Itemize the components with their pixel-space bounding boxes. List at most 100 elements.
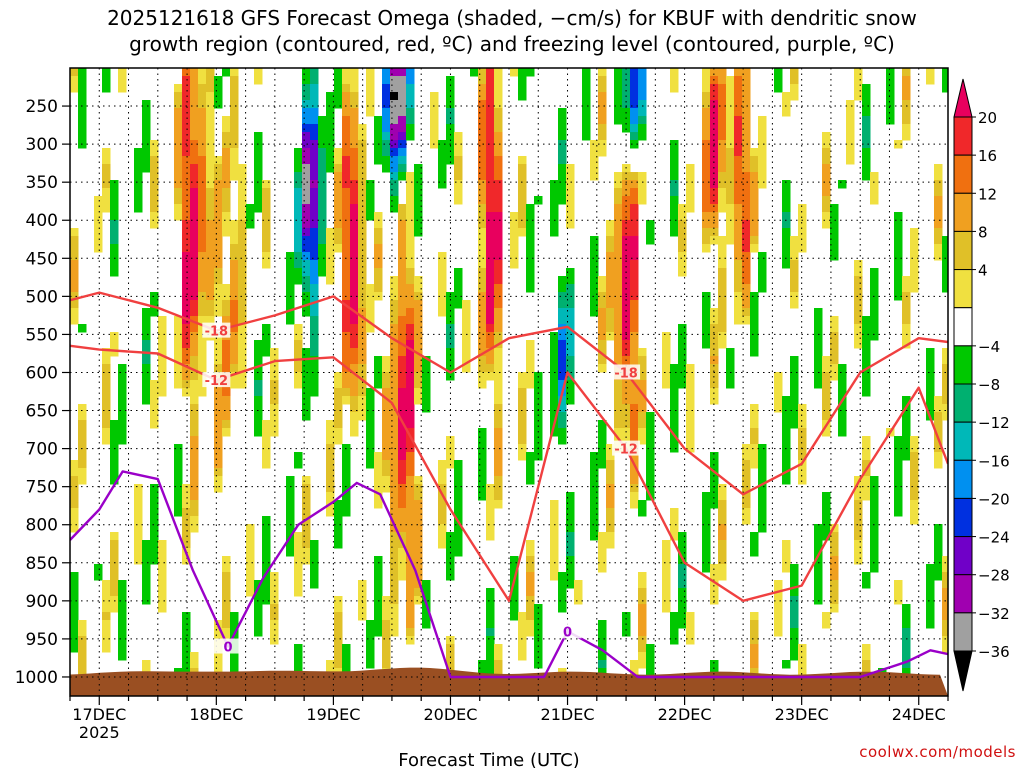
omega-cell bbox=[726, 228, 735, 237]
omega-cell bbox=[854, 268, 863, 277]
omega-cell bbox=[438, 484, 447, 493]
omega-cell bbox=[174, 364, 183, 373]
omega-cell bbox=[406, 420, 415, 429]
omega-cell bbox=[334, 604, 343, 613]
omega-cell bbox=[94, 564, 103, 573]
omega-cell bbox=[398, 548, 407, 557]
omega-cell bbox=[926, 580, 935, 589]
omega-cell bbox=[406, 284, 415, 293]
omega-cell bbox=[614, 388, 623, 397]
omega-cell bbox=[678, 228, 687, 237]
omega-cell bbox=[462, 324, 471, 333]
omega-cell bbox=[566, 308, 575, 317]
omega-cell bbox=[670, 148, 679, 157]
omega-cell bbox=[742, 68, 751, 77]
omega-cell bbox=[142, 548, 151, 557]
omega-cell bbox=[814, 308, 823, 317]
omega-cell bbox=[214, 420, 223, 429]
omega-cell bbox=[486, 604, 495, 613]
omega-cell bbox=[622, 188, 631, 197]
x-tick-label: 24DEC bbox=[892, 705, 946, 724]
omega-cell bbox=[710, 204, 719, 213]
omega-cell bbox=[118, 612, 127, 621]
omega-cell bbox=[302, 308, 311, 317]
omega-cell bbox=[774, 76, 783, 85]
omega-cell bbox=[326, 132, 335, 141]
omega-cell bbox=[374, 356, 383, 365]
omega-cell bbox=[342, 268, 351, 277]
omega-cell bbox=[302, 548, 311, 557]
omega-cell bbox=[350, 380, 359, 389]
omega-cell bbox=[486, 372, 495, 381]
omega-cell bbox=[510, 220, 519, 229]
omega-cell bbox=[462, 300, 471, 309]
omega-cell bbox=[550, 548, 559, 557]
omega-cell bbox=[78, 76, 87, 85]
omega-cell bbox=[70, 228, 79, 237]
omega-cell bbox=[526, 588, 535, 597]
omega-cell bbox=[190, 68, 199, 77]
omega-cell bbox=[438, 524, 447, 533]
omega-cell bbox=[710, 364, 719, 373]
omega-cell bbox=[566, 564, 575, 573]
omega-cell bbox=[734, 316, 743, 325]
y-tick-label: 900 bbox=[26, 592, 58, 612]
omega-cell bbox=[614, 108, 623, 117]
omega-cell bbox=[430, 132, 439, 141]
omega-cell bbox=[390, 388, 399, 397]
omega-cell bbox=[366, 316, 375, 325]
credit-text[interactable]: coolwx.com/models bbox=[859, 743, 1016, 761]
omega-cell bbox=[294, 372, 303, 381]
omega-cell bbox=[494, 356, 503, 365]
omega-cell bbox=[414, 228, 423, 237]
omega-cell bbox=[350, 180, 359, 189]
omega-cell bbox=[206, 164, 215, 173]
omega-cell bbox=[366, 92, 375, 101]
omega-cell bbox=[238, 252, 247, 261]
omega-cell bbox=[382, 652, 391, 661]
omega-cell bbox=[566, 332, 575, 341]
omega-cell bbox=[190, 84, 199, 93]
omega-cell bbox=[302, 92, 311, 101]
omega-cell bbox=[438, 268, 447, 277]
omega-cell bbox=[206, 124, 215, 133]
omega-cell bbox=[158, 364, 167, 373]
colorbar-label: 12 bbox=[978, 185, 997, 203]
omega-cell bbox=[734, 276, 743, 285]
omega-cell bbox=[758, 180, 767, 189]
omega-cell bbox=[334, 196, 343, 205]
omega-cell bbox=[294, 188, 303, 197]
omega-cell bbox=[254, 180, 263, 189]
omega-cell bbox=[718, 284, 727, 293]
omega-cell bbox=[142, 340, 151, 349]
omega-cell bbox=[486, 252, 495, 261]
omega-cell bbox=[566, 540, 575, 549]
omega-cell bbox=[894, 492, 903, 501]
omega-cell bbox=[342, 132, 351, 141]
omega-cell bbox=[702, 68, 711, 77]
omega-cell bbox=[638, 580, 647, 589]
omega-cell bbox=[190, 476, 199, 485]
omega-cell bbox=[406, 260, 415, 269]
omega-cell bbox=[454, 540, 463, 549]
omega-cell bbox=[318, 228, 327, 237]
omega-cell bbox=[790, 268, 799, 277]
omega-cell bbox=[870, 516, 879, 525]
omega-cell bbox=[550, 500, 559, 509]
omega-cell bbox=[302, 108, 311, 117]
omega-cell bbox=[934, 252, 943, 261]
omega-cell bbox=[646, 484, 655, 493]
omega-cell bbox=[630, 660, 639, 669]
omega-cell bbox=[190, 148, 199, 157]
omega-cell bbox=[206, 108, 215, 117]
omega-cell bbox=[638, 644, 647, 653]
omega-cell bbox=[390, 436, 399, 445]
omega-cell bbox=[102, 596, 111, 605]
omega-cell bbox=[822, 612, 831, 621]
omega-cell bbox=[894, 260, 903, 269]
omega-cell bbox=[366, 84, 375, 93]
omega-cell bbox=[718, 164, 727, 173]
omega-cell bbox=[342, 188, 351, 197]
omega-cell bbox=[446, 316, 455, 325]
omega-cell bbox=[310, 276, 319, 285]
